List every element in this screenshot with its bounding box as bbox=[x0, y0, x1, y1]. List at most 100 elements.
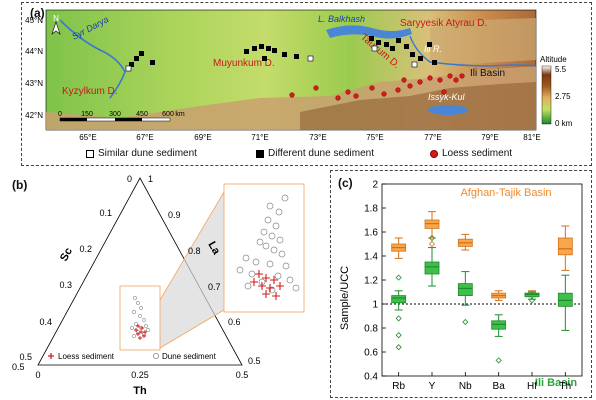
y-tick-label: 1.6 bbox=[364, 228, 378, 239]
loess-points bbox=[289, 73, 465, 101]
diff-dune-point bbox=[369, 36, 374, 41]
diff-dune-point bbox=[129, 62, 134, 67]
left-tick: 0.4 bbox=[39, 317, 52, 327]
altitude-min: 0 km bbox=[555, 119, 573, 128]
similar-dune-points bbox=[125, 45, 418, 72]
place-muyunkum: Muyunkum D. bbox=[213, 58, 275, 69]
loess-point bbox=[417, 79, 423, 85]
box-ili-basin-th bbox=[557, 274, 573, 331]
sim-dune-point bbox=[125, 65, 132, 72]
scale-unit: km bbox=[175, 111, 185, 118]
loess-point bbox=[369, 85, 375, 91]
outlier-point bbox=[395, 274, 402, 281]
bottom-tick: 0 bbox=[35, 370, 40, 380]
diff-dune-point bbox=[404, 44, 409, 49]
diff-dune-point bbox=[272, 48, 277, 53]
place-issyk: Issyk-Kul bbox=[428, 92, 466, 102]
altitude-max: 5.5 bbox=[555, 65, 567, 74]
boxplot-boxes bbox=[391, 211, 573, 364]
loess-point bbox=[345, 89, 351, 95]
diff-dune-point bbox=[150, 60, 155, 65]
box-afghan-tajik-basin-th bbox=[557, 225, 573, 271]
left-tick: 0.5 bbox=[19, 352, 32, 362]
diff-dune-point bbox=[134, 56, 139, 61]
scale-label: 450 bbox=[136, 111, 148, 118]
x-tick-label: Th bbox=[559, 381, 571, 392]
outlier-point bbox=[395, 344, 402, 351]
right-tick: 0.8 bbox=[188, 246, 201, 256]
lat-tick: 45°N bbox=[25, 16, 43, 25]
scale-label: 600 bbox=[162, 111, 174, 118]
altitude-colorbar bbox=[541, 65, 552, 125]
river-ili bbox=[409, 35, 537, 67]
outlier-point bbox=[428, 234, 436, 242]
ternary-legend-loess: Loess sediment bbox=[58, 352, 115, 361]
lon-tick: 71°E bbox=[251, 133, 268, 142]
lake-balkhash bbox=[326, 25, 412, 39]
diff-dune-point bbox=[266, 46, 271, 51]
loess-point bbox=[353, 93, 359, 99]
river-syr-darya bbox=[59, 19, 126, 99]
zoom-box-small bbox=[119, 285, 161, 351]
lat-tick: 42°N bbox=[25, 111, 43, 120]
lon-tick: 67°E bbox=[136, 133, 153, 142]
sim-dune-point bbox=[307, 55, 314, 62]
right-tick: 0.9 bbox=[168, 210, 181, 220]
y-tick-label: 1.4 bbox=[364, 252, 378, 263]
outlier-point bbox=[495, 357, 502, 364]
series-label-afghan: Afghan-Tajik Basin bbox=[460, 187, 551, 199]
panel-c-boxplot: Sample/UCC Afghan-Tajik Basin Ili Basin … bbox=[339, 180, 583, 392]
place-saryyesik: Saryyesik Atyrau D. bbox=[400, 18, 487, 29]
loess-point bbox=[401, 77, 407, 83]
loess-point bbox=[453, 77, 459, 83]
lon-tick: 81°E bbox=[523, 133, 540, 142]
lat-ticks: 45°N 44°N 43°N 42°N bbox=[25, 16, 43, 120]
outlier-point bbox=[428, 240, 436, 248]
lat-tick: 43°N bbox=[25, 79, 43, 88]
panel-c-label: (c) bbox=[338, 176, 353, 190]
diff-dune-point bbox=[252, 46, 257, 51]
legend-loess: Loess sediment bbox=[430, 148, 512, 159]
loess-cross-icon bbox=[48, 353, 54, 359]
dune-circle-icon bbox=[152, 352, 159, 359]
lon-tick: 73°E bbox=[309, 133, 326, 142]
lat-tick: 44°N bbox=[25, 47, 43, 56]
diff-dune-point bbox=[427, 42, 432, 47]
panel-a-map: 45°N 44°N 43°N 42°N 65°E 67°E 69°E 71°E … bbox=[25, 9, 573, 142]
place-ili-basin: Ili Basin bbox=[470, 68, 505, 79]
lon-tick: 79°E bbox=[481, 133, 498, 142]
x-tick-label: Ba bbox=[493, 381, 506, 392]
diff-dune-point bbox=[410, 52, 415, 57]
left-tick: 0.2 bbox=[79, 244, 92, 254]
box-iqr bbox=[424, 261, 440, 275]
right-tick: 0.5 bbox=[248, 356, 261, 366]
small-loess-points bbox=[134, 324, 147, 340]
box-ili-basin-ba bbox=[491, 314, 507, 364]
scale-label: 150 bbox=[81, 111, 93, 118]
right-tick: 0.7 bbox=[208, 282, 221, 292]
plot-area bbox=[381, 183, 583, 377]
vertex-sc: Sc bbox=[58, 246, 75, 264]
mountains-high bbox=[300, 82, 536, 130]
y-tick-label: 2 bbox=[372, 180, 378, 191]
loess-point bbox=[427, 75, 433, 81]
loess-point bbox=[441, 89, 447, 95]
outlier-point bbox=[395, 315, 402, 322]
loess-point bbox=[395, 87, 401, 93]
legend-different: Different dune sediment bbox=[256, 148, 374, 159]
loess-point bbox=[459, 73, 465, 79]
panel-a-frame bbox=[21, 2, 592, 166]
box-afghan-tajik-basin-y bbox=[424, 211, 440, 248]
place-kyzylkum: Kyzylkum D. bbox=[62, 86, 118, 97]
left-tick: 0.1 bbox=[99, 208, 112, 218]
sim-dune-point bbox=[371, 45, 378, 52]
different-square-icon bbox=[256, 149, 264, 158]
legend-similar: Similar dune sediment bbox=[86, 148, 197, 159]
panel-b-ternary: 0.5 0.4 0.3 0.2 0.1 0 1 0.9 0.8 0.7 0.6 … bbox=[12, 174, 305, 397]
similar-square-icon bbox=[86, 149, 94, 158]
lake-issyk-kul bbox=[428, 105, 468, 115]
large-dune-points bbox=[236, 194, 300, 294]
box-ili-basin-rb bbox=[391, 274, 407, 351]
ternary-legend: Loess sediment Dune sediment bbox=[48, 352, 217, 361]
bottom-left-tick: 0.5 bbox=[12, 362, 25, 372]
